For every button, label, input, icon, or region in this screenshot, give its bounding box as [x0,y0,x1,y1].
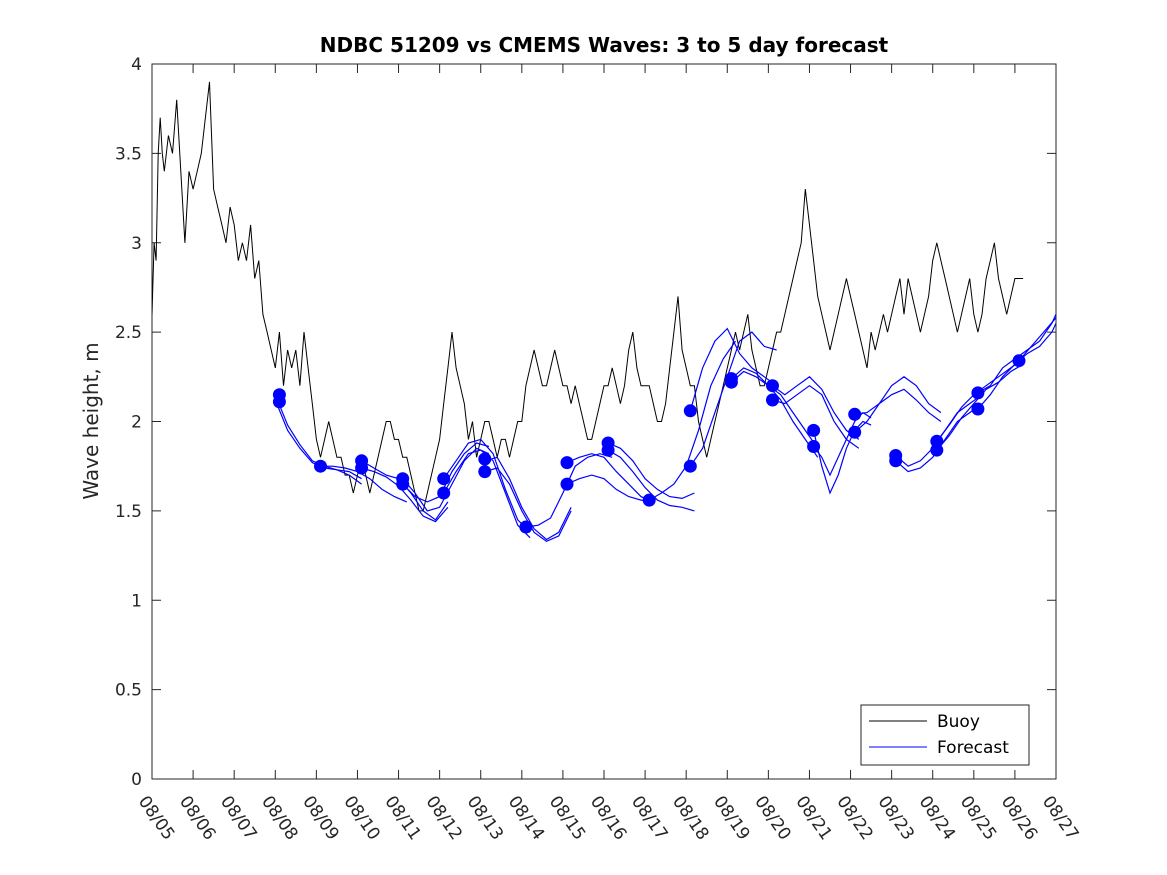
x-tick-label: 08/15 [545,792,589,844]
x-tick-label: 08/24 [915,792,959,844]
forecast-series [689,327,777,411]
legend: Buoy Forecast [860,704,1030,766]
forecast-marker [560,477,574,491]
forecast-series [854,376,942,415]
forecast-marker [930,443,944,457]
forecast-marker [272,395,286,409]
forecast-marker [848,425,862,439]
y-tick-label: 4 [131,55,142,75]
axes-box [151,63,1057,780]
x-tick-label: 08/17 [627,792,671,844]
x-tick-label: 08/25 [956,792,1000,844]
y-tick-label: 1 [131,591,142,611]
y-tick-label: 2.5 [115,323,142,343]
forecast-marker [355,461,369,475]
forecast-series [648,340,736,501]
forecast-series [566,474,654,503]
forecast-marker [396,477,410,491]
forecast-series [772,384,860,449]
forecast-series [813,420,872,495]
forecast-series [484,456,572,541]
x-tick-label: 08/12 [422,792,466,844]
forecast-marker [478,452,492,466]
x-tick-label: 08/13 [463,792,507,844]
forecast-series [361,467,449,523]
forecast-series [320,465,408,503]
x-tick-label: 08/07 [216,792,260,844]
forecast-marker [848,407,862,421]
legend-forecast-label: Forecast [937,738,1009,758]
x-tick-label: 08/09 [298,792,342,844]
x-tick-label: 08/14 [504,792,548,844]
x-tick-label: 08/21 [791,792,835,844]
x-tick-label: 08/10 [339,792,383,844]
forecast-series [813,411,872,477]
forecast-series [854,388,942,433]
forecast-marker [889,454,903,468]
y-tick-label: 0 [131,770,142,790]
x-tick-label: 08/05 [134,792,178,844]
forecast-marker [807,423,821,437]
forecast-marker [519,520,533,534]
x-tick-label: 08/20 [750,792,794,844]
forecast-marker [683,404,697,418]
legend-buoy-label: Buoy [937,712,980,732]
chart-title: NDBC 51209 vs CMEMS Waves: 3 to 5 day fo… [320,33,889,57]
forecast-series [689,331,777,467]
forecast-series [607,442,695,500]
forecast-marker [1012,354,1026,368]
buoy-series [152,81,1024,512]
x-tick-label: 08/26 [997,792,1041,844]
forecast-marker [683,459,697,473]
forecast-series [443,438,531,533]
x-tick-label: 08/23 [874,792,918,844]
forecast-marker [930,434,944,448]
forecast-marker [807,440,821,453]
forecast-marker [437,472,451,486]
forecast-marker [314,459,327,473]
forecast-series [566,453,654,503]
forecast-marker [642,493,656,507]
y-tick-label: 2 [131,413,142,433]
forecast-marker [478,465,492,479]
forecast-series [772,376,860,440]
x-tick-label: 08/19 [709,792,753,844]
forecast-marker [971,402,985,416]
legend-box [860,704,1030,766]
x-tick-label: 08/11 [380,792,424,844]
forecast-series [936,358,1024,442]
forecast-marker [766,379,779,393]
forecast-marker [601,436,615,450]
forecast-series [1018,317,1056,362]
x-tick-label: 08/27 [1038,792,1082,844]
y-tick-label: 3 [131,234,142,254]
x-tick-label: 08/06 [175,792,219,844]
y-tick-label: 0.5 [115,681,142,701]
y-tick-label: 1.5 [115,502,142,522]
x-tick-label: 08/16 [586,792,630,844]
y-tick-label: 3.5 [115,144,142,164]
x-tick-label: 08/08 [257,792,301,844]
forecast-series [361,460,449,521]
forecast-marker [971,386,985,400]
forecast-series [731,370,819,458]
forecast-marker [560,456,574,470]
forecast-marker [437,486,451,500]
forecast-series [977,314,1056,394]
x-tick-label: 08/18 [668,792,712,844]
forecast-marker [724,372,738,386]
forecast-marker [766,393,779,407]
y-axis-label: Wave height, m [79,342,103,499]
forecast-series [607,449,695,512]
x-tick-label: 08/22 [832,792,876,844]
